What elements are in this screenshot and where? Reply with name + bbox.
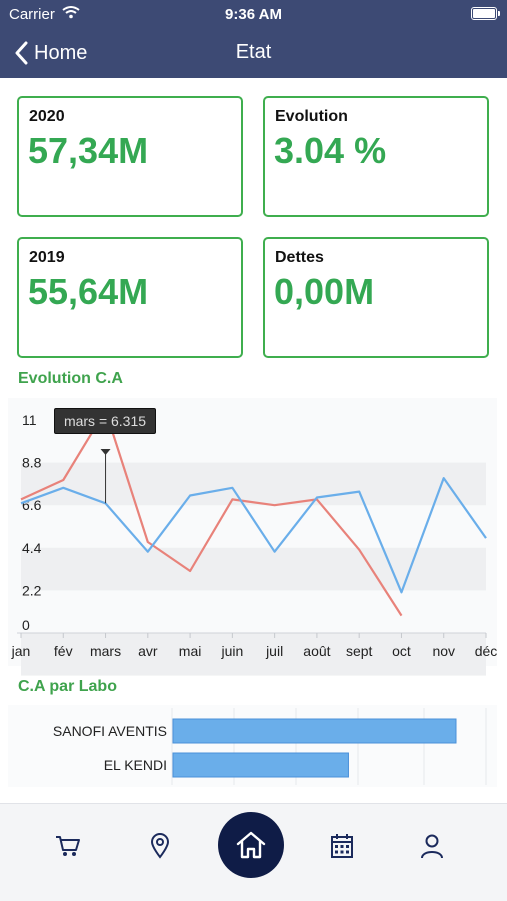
labo-chart-title: C.A par Labo (18, 678, 117, 695)
stat-card-value: 3.04 % (274, 130, 387, 171)
tab-bar (0, 803, 507, 901)
x-tick-label: mars (90, 643, 121, 659)
back-label: Home (34, 41, 88, 64)
tab-cart[interactable] (53, 831, 83, 861)
tab-calendar[interactable] (327, 831, 357, 861)
x-tick-label: fév (54, 643, 73, 659)
location-pin-icon (150, 833, 170, 859)
bar-1 (172, 718, 457, 744)
y-tick-label: 2.2 (22, 582, 42, 598)
bar-category-label: EL KENDI (104, 757, 167, 773)
bar-2 (172, 752, 349, 778)
tab-home[interactable] (218, 812, 284, 878)
evolution-chart-background (8, 398, 497, 666)
tab-profile[interactable] (417, 831, 447, 861)
chart-tooltip: mars = 6.315 (54, 408, 156, 434)
stat-card-value: 55,64M (28, 271, 149, 312)
stat-card-label: 2019 (29, 249, 65, 266)
x-tick-label: juin (220, 643, 243, 659)
chart-grid-band (21, 547, 486, 591)
stat-card-label: Evolution (275, 108, 348, 125)
y-tick-label: 0 (22, 617, 30, 633)
navigation-bar: Home Etat (0, 28, 507, 78)
stat-card-2019: 2019 55,64M (17, 237, 243, 358)
stat-card-value: 0,00M (274, 271, 375, 312)
y-tick-label: 11 (22, 412, 37, 428)
home-icon (236, 831, 266, 859)
x-tick-label: oct (392, 643, 411, 659)
stat-card-dettes: Dettes 0,00M (263, 237, 489, 358)
stat-card-2020: 2020 57,34M (17, 96, 243, 217)
clock-time: 9:36 AM (225, 6, 282, 23)
stat-card-value: 57,34M (28, 130, 149, 171)
chart-grid-band (21, 633, 486, 676)
calendar-icon (331, 834, 353, 858)
stat-card-label: Dettes (275, 249, 324, 266)
wifi-icon (62, 5, 80, 23)
x-tick-label: août (303, 643, 330, 659)
chart-grid-band (21, 462, 486, 506)
x-tick-label: jan (11, 643, 31, 659)
tab-location[interactable] (145, 831, 175, 861)
x-tick-label: déc (475, 643, 498, 659)
back-button[interactable]: Home (14, 38, 87, 68)
series-line-2 (20, 477, 487, 594)
battery-icon (471, 7, 500, 20)
carrier-label: Carrier (9, 6, 55, 23)
bar-category-label: SANOFI AVENTIS (53, 723, 167, 739)
status-bar: Carrier 9:36 AM (0, 0, 507, 28)
series-line-1 (20, 409, 403, 617)
stat-card-label: 2020 (29, 108, 65, 125)
x-tick-label: avr (138, 643, 158, 659)
x-tick-label: juil (265, 643, 283, 659)
x-tick-label: sept (346, 643, 373, 659)
stat-card-evolution: Evolution 3.04 % (263, 96, 489, 217)
y-tick-label: 8.8 (22, 455, 42, 471)
tooltip-pointer-arrow (100, 449, 111, 455)
labo-bar-chart[interactable]: SANOFI AVENTIS EL KENDI (0, 0, 507, 800)
x-tick-label: mai (179, 643, 202, 659)
cart-icon (56, 836, 80, 856)
chevron-left-icon (15, 41, 28, 65)
user-icon (421, 834, 443, 859)
y-tick-label: 4.4 (22, 540, 42, 556)
x-tick-label: nov (432, 643, 455, 659)
evolution-chart-title: Evolution C.A (18, 370, 123, 387)
